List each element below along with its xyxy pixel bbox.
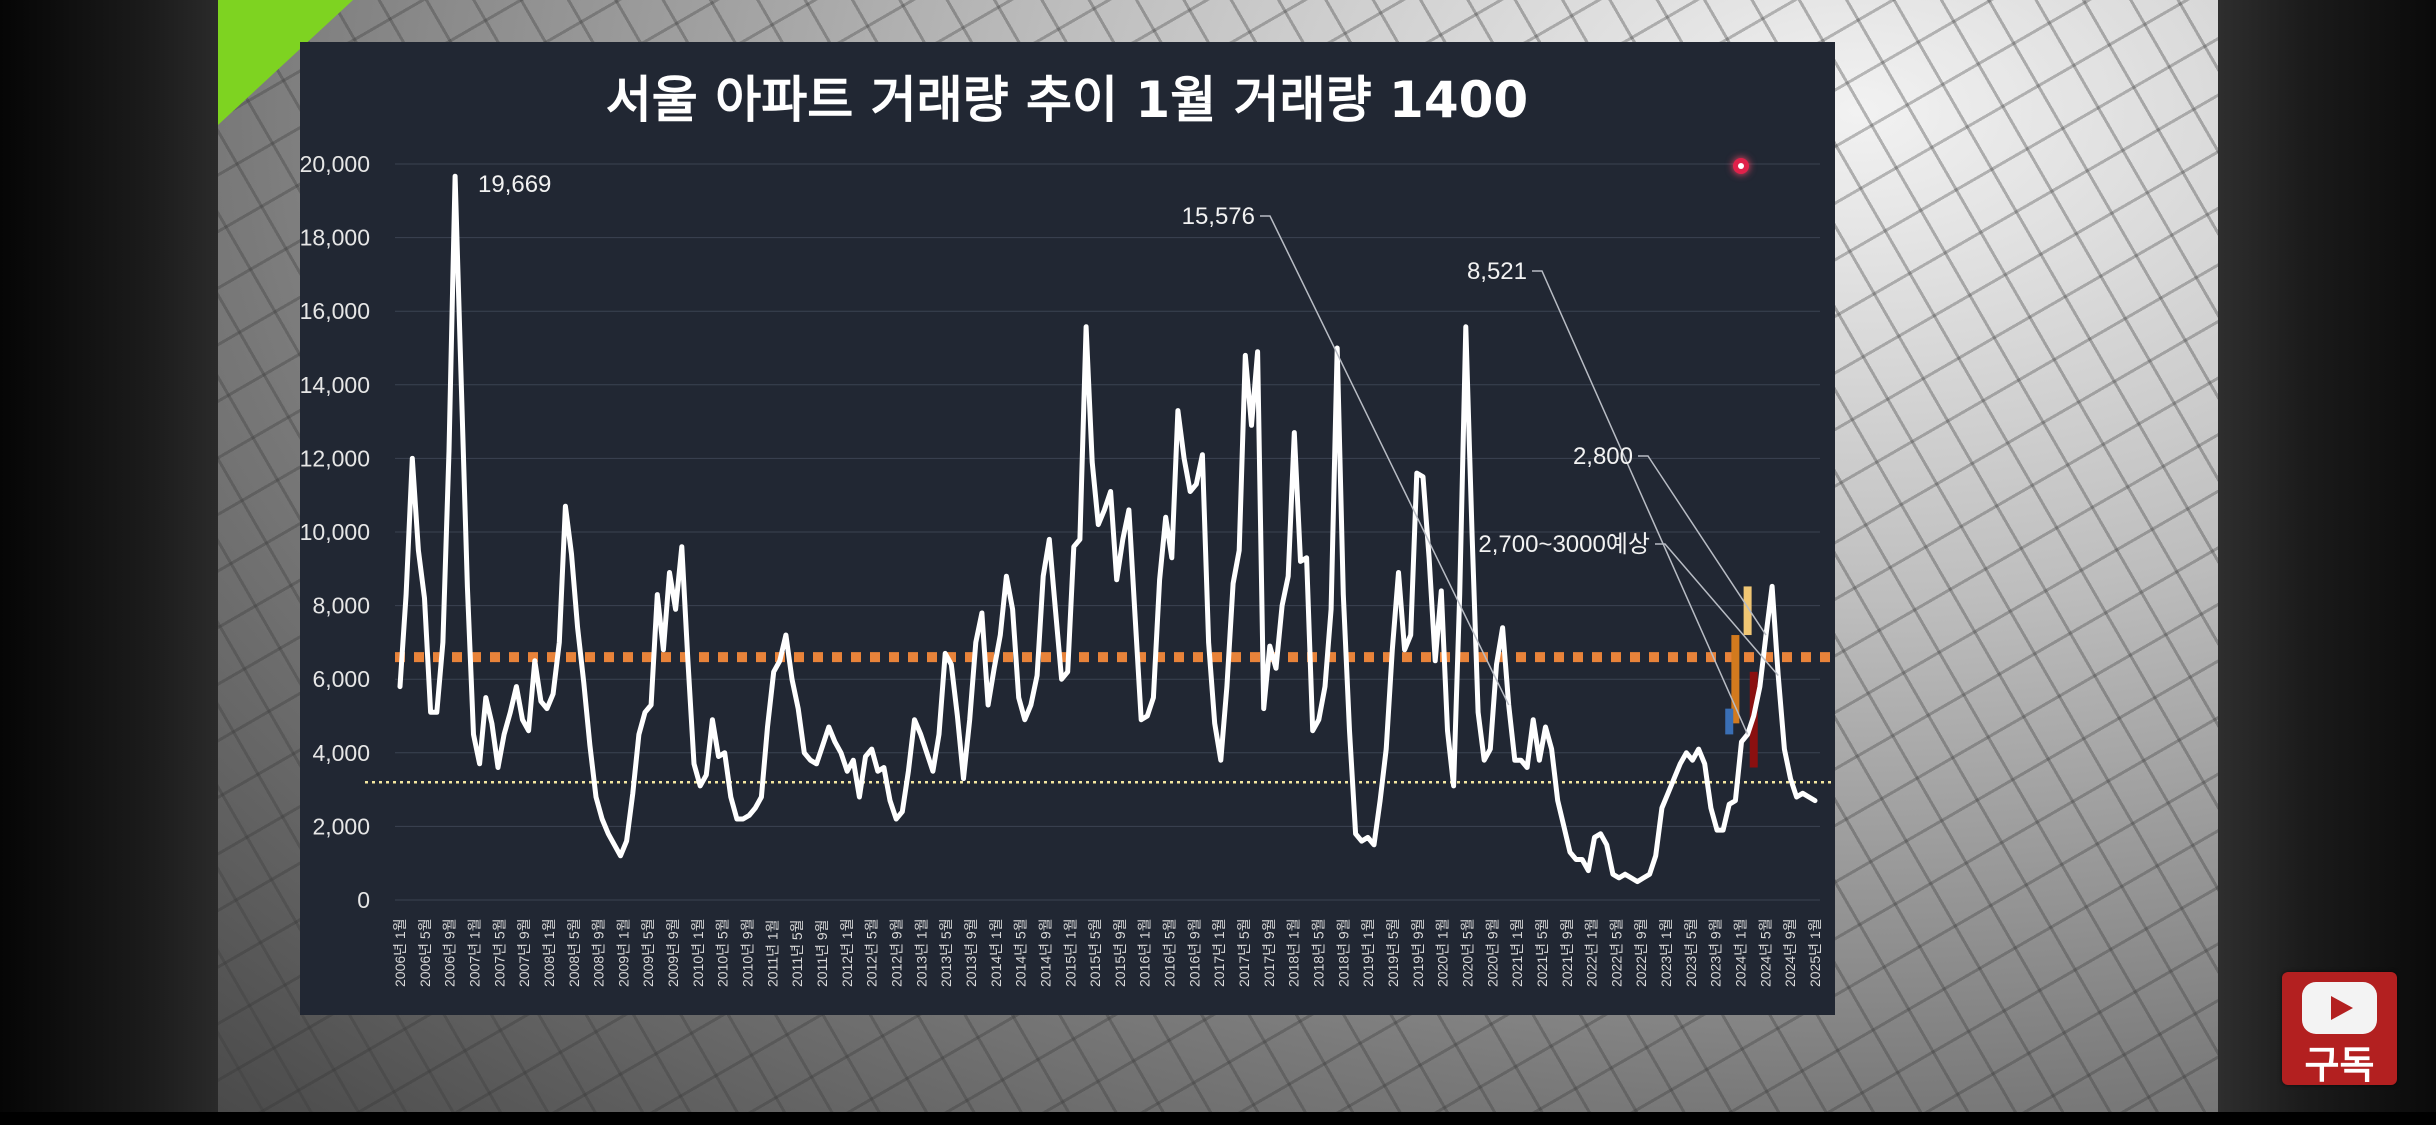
annotations: 19,669 15,576 8,521 2,800 2,700~3000예상	[478, 171, 1779, 735]
x-tick-label: 2015년 1월	[1062, 918, 1078, 987]
x-tick-label: 2022년 1월	[1584, 918, 1600, 987]
leader-line	[1532, 270, 1749, 735]
highlight-bar	[1725, 708, 1734, 735]
x-tick-label: 2023년 9월	[1708, 918, 1724, 987]
series-line	[397, 173, 1818, 885]
x-tick-label: 2019년 9월	[1410, 918, 1426, 987]
pointer-dot	[1733, 158, 1749, 174]
x-tick-label: 2009년 1월	[615, 918, 631, 987]
x-tick-label: 2021년 1월	[1509, 918, 1525, 987]
x-tick-label: 2012년 5월	[864, 918, 880, 987]
y-tick-label: 8,000	[312, 593, 370, 619]
x-tick-label: 2022년 9월	[1633, 918, 1649, 987]
x-tick-label: 2006년 1월	[392, 918, 408, 987]
x-tick-label: 2023년 1월	[1658, 918, 1674, 987]
y-tick-label: 0	[357, 887, 370, 913]
x-tick-label: 2011년 1월	[764, 919, 780, 987]
y-tick-label: 18,000	[300, 225, 370, 251]
y-tick-label: 20,000	[300, 151, 370, 177]
left-letterbox	[0, 0, 218, 1125]
line-chart: 서울 아파트 거래량 추이 1월 거래량 1400 0 2,000 4,000 6,0…	[300, 71, 1835, 987]
x-tick-label: 2012년 1월	[839, 918, 855, 987]
x-tick-label: 2018년 9월	[1335, 918, 1351, 987]
youtube-play-icon	[2302, 982, 2377, 1034]
subscribe-button[interactable]: 구독	[2282, 972, 2397, 1087]
x-tick-label: 2014년 1월	[988, 918, 1004, 987]
x-tick-label: 2019년 1월	[1360, 918, 1376, 987]
x-tick-label: 2010년 1월	[690, 918, 706, 987]
x-tick-label: 2017년 9월	[1261, 918, 1277, 987]
x-tick-label: 2020년 5월	[1459, 918, 1475, 987]
x-tick-label: 2021년 5월	[1534, 918, 1550, 987]
x-tick-label: 2009년 9월	[665, 918, 681, 987]
bottom-strip	[0, 1112, 2436, 1125]
series-group	[397, 173, 1818, 885]
x-tick-label: 2020년 1월	[1435, 918, 1451, 987]
x-axis-ticks: 2006년 1월 2006년 5월 2006년 9월 2007년 1월 2007년 5월…	[392, 918, 1823, 987]
x-tick-label: 2024년 5월	[1757, 918, 1773, 987]
video-slide: 서울 아파트 거래량 추이 1월 거래량 1400 0 2,000 4,000 6,0…	[218, 0, 2218, 1112]
x-tick-label: 2013년 1월	[913, 918, 929, 987]
x-tick-label: 2017년 1월	[1211, 918, 1227, 987]
data-label: 15,576	[1182, 203, 1255, 230]
x-tick-label: 2014년 5월	[1013, 918, 1029, 987]
x-tick-label: 2015년 9월	[1112, 918, 1128, 987]
leader-line	[1655, 543, 1779, 677]
grid-lines	[395, 163, 1820, 901]
x-tick-label: 2006년 9월	[442, 918, 458, 987]
x-tick-label: 2014년 9월	[1037, 918, 1053, 987]
subscribe-label: 구독	[2304, 1043, 2375, 1087]
x-tick-label: 2022년 5월	[1608, 918, 1624, 987]
x-tick-label: 2018년 1월	[1286, 918, 1302, 987]
reference-lines	[365, 652, 1835, 784]
y-tick-label: 6,000	[312, 666, 370, 692]
x-tick-label: 2007년 5월	[491, 918, 507, 987]
y-tick-label: 12,000	[300, 445, 370, 471]
x-tick-label: 2016년 1월	[1137, 918, 1153, 987]
x-tick-label: 2008년 9월	[591, 918, 607, 987]
y-tick-label: 16,000	[300, 298, 370, 324]
data-label: 19,669	[478, 171, 551, 198]
x-tick-label: 2017년 5월	[1236, 918, 1252, 987]
x-tick-label: 2023년 5월	[1683, 918, 1699, 987]
x-tick-label: 2024년 9월	[1782, 918, 1798, 987]
data-label: 2,700~3000예상	[1478, 531, 1650, 558]
x-tick-label: 2007년 1월	[466, 918, 482, 987]
x-tick-label: 2019년 5월	[1385, 918, 1401, 987]
x-tick-label: 2013년 9월	[963, 918, 979, 987]
y-tick-label: 2,000	[312, 813, 370, 839]
right-letterbox	[2218, 0, 2436, 1125]
x-tick-label: 2013년 5월	[938, 918, 954, 987]
leader-line	[1638, 455, 1767, 636]
y-axis-ticks: 0 2,000 4,000 6,000 8,000 10,000 12,000 14,000 1…	[300, 151, 370, 913]
x-tick-label: 2012년 9월	[888, 918, 904, 987]
x-tick-label: 2020년 9월	[1484, 918, 1500, 987]
x-tick-label: 2011년 9월	[814, 919, 830, 987]
x-tick-label: 2006년 5월	[417, 918, 433, 987]
leader-line	[1260, 215, 1510, 706]
x-tick-label: 2024년 1월	[1733, 918, 1749, 987]
x-tick-label: 2025년 1월	[1807, 918, 1823, 987]
x-tick-label: 2008년 5월	[566, 918, 582, 987]
chart-title: 서울 아파트 거래량 추이 1월 거래량 1400	[606, 71, 1528, 129]
y-tick-label: 10,000	[300, 519, 370, 545]
data-label: 2,800	[1573, 443, 1633, 470]
y-tick-label: 4,000	[312, 740, 370, 766]
data-label: 8,521	[1467, 258, 1527, 285]
x-tick-label: 2016년 9월	[1186, 918, 1202, 987]
x-tick-label: 2016년 5월	[1162, 918, 1178, 987]
x-tick-label: 2007년 9월	[516, 918, 532, 987]
x-tick-label: 2018년 5월	[1311, 918, 1327, 987]
x-tick-label: 2015년 5월	[1087, 918, 1103, 987]
x-tick-label: 2010년 5월	[715, 918, 731, 987]
x-tick-label: 2010년 9월	[740, 918, 756, 987]
x-tick-label: 2009년 5월	[640, 918, 656, 987]
x-tick-label: 2021년 9월	[1559, 918, 1575, 987]
x-tick-label: 2008년 1월	[541, 918, 557, 987]
x-tick-label: 2011년 5월	[789, 919, 805, 987]
y-tick-label: 14,000	[300, 372, 370, 398]
chart-panel: 서울 아파트 거래량 추이 1월 거래량 1400 0 2,000 4,000 6,0…	[300, 42, 1835, 1015]
highlight-bar	[1731, 635, 1740, 724]
highlight-bar	[1743, 586, 1752, 636]
